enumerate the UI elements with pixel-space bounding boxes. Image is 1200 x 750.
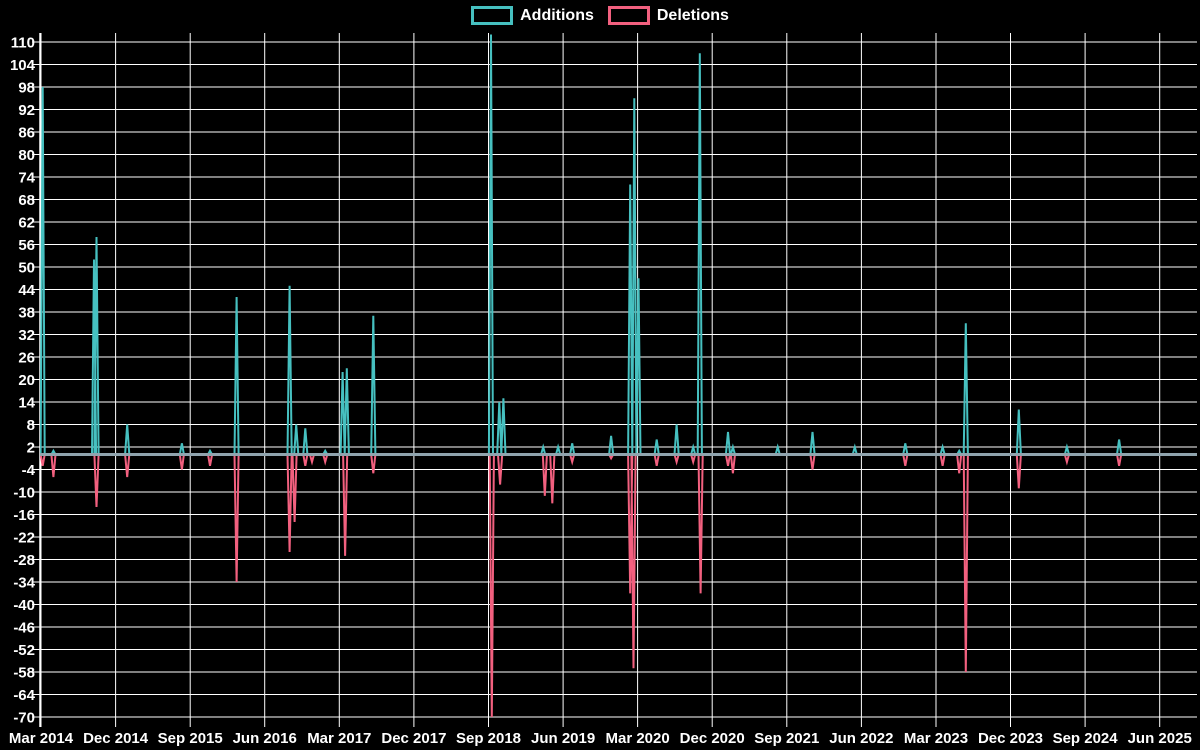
svg-text:-4: -4 [22,462,36,479]
svg-text:Mar 2017: Mar 2017 [307,730,371,747]
svg-text:26: 26 [18,350,35,367]
x-axis-labels: Mar 2014 Dec 2014 Sep 2015 Jun 2016 Mar 2017… [9,730,1192,747]
legend-item-additions[interactable]: Additions [471,6,594,25]
svg-text:74: 74 [18,170,35,187]
additions-line [40,34,1197,456]
deletions-legend-swatch [607,6,650,25]
svg-text:Dec 2023: Dec 2023 [978,730,1043,747]
svg-text:Sep 2015: Sep 2015 [158,730,223,747]
svg-text:-34: -34 [13,575,35,592]
svg-text:2: 2 [27,440,35,457]
additions-legend-swatch [471,6,514,25]
svg-text:56: 56 [18,237,35,254]
svg-text:Dec 2014: Dec 2014 [83,730,149,747]
svg-text:Jun 2022: Jun 2022 [829,730,893,747]
svg-text:62: 62 [18,215,35,232]
chart-legend: Additions Deletions [0,6,1200,25]
svg-text:86: 86 [18,125,35,142]
svg-text:Mar 2020: Mar 2020 [605,730,669,747]
svg-text:-70: -70 [13,710,35,727]
svg-text:Jun 2019: Jun 2019 [531,730,595,747]
svg-text:Jun 2016: Jun 2016 [233,730,297,747]
svg-text:-40: -40 [13,597,35,614]
svg-text:80: 80 [18,147,35,164]
svg-text:-58: -58 [13,665,35,682]
svg-text:50: 50 [18,260,35,277]
svg-text:68: 68 [18,192,35,209]
svg-text:-28: -28 [13,552,35,569]
additions-legend-label: Additions [520,6,594,24]
y-axis-labels: 110 104 98 92 86 80 74 68 62 56 50 44 38 32 26 20 14 8 2 -4… [10,35,36,727]
svg-text:Mar 2023: Mar 2023 [904,730,968,747]
svg-text:14: 14 [18,395,35,412]
svg-text:-46: -46 [13,620,35,637]
svg-text:110: 110 [11,35,35,52]
svg-text:Sep 2018: Sep 2018 [456,730,521,747]
svg-text:-16: -16 [13,507,35,524]
deletions-legend-label: Deletions [656,6,729,24]
svg-text:98: 98 [18,80,35,97]
svg-text:38: 38 [18,305,35,322]
svg-text:-22: -22 [13,530,35,547]
svg-text:32: 32 [18,327,35,344]
grid-lines [32,33,1197,727]
svg-text:Sep 2021: Sep 2021 [754,730,819,747]
svg-text:92: 92 [18,102,35,119]
svg-text:Dec 2017: Dec 2017 [381,730,446,747]
svg-text:20: 20 [18,372,35,389]
svg-text:Sep 2024: Sep 2024 [1053,730,1119,747]
svg-text:104: 104 [10,57,36,74]
svg-text:8: 8 [27,417,35,434]
svg-text:Dec 2020: Dec 2020 [680,730,745,747]
svg-text:Jun 2025: Jun 2025 [1128,730,1192,747]
svg-text:-52: -52 [13,642,35,659]
svg-text:-64: -64 [13,687,35,704]
legend-item-deletions[interactable]: Deletions [607,6,729,25]
svg-text:-10: -10 [13,485,35,502]
deletions-line [40,453,1197,717]
svg-text:Mar 2014: Mar 2014 [9,730,74,747]
svg-text:44: 44 [18,282,35,299]
